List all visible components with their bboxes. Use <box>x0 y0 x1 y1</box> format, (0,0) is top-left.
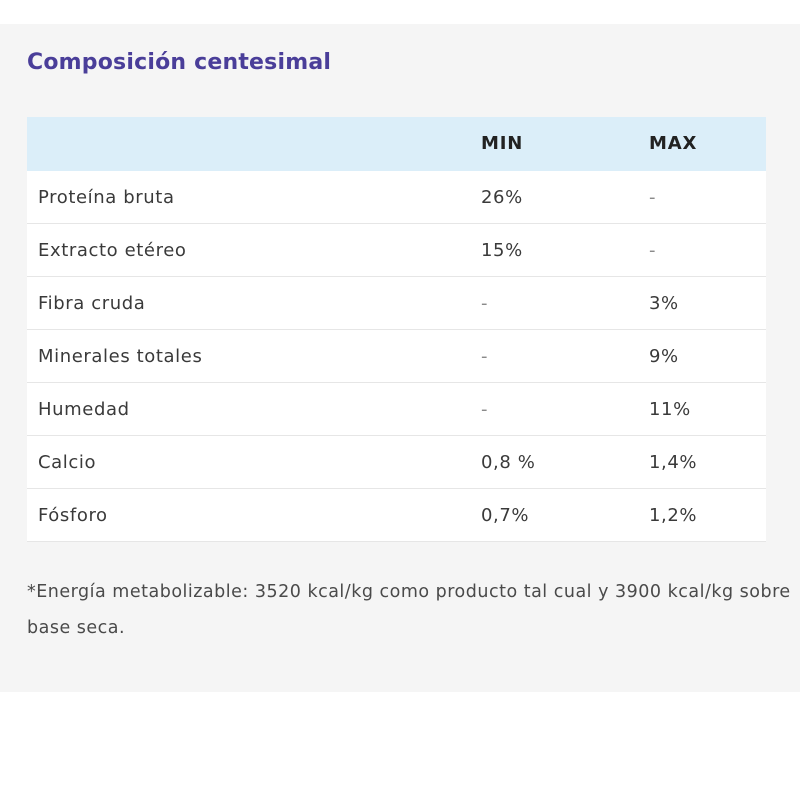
row-max: 3% <box>649 293 679 314</box>
table-row: Fósforo 0,7% 1,2% <box>27 489 766 542</box>
row-max: 9% <box>649 346 679 367</box>
row-min: - <box>481 293 489 314</box>
row-max: - <box>649 187 657 208</box>
row-name: Fibra cruda <box>38 293 146 314</box>
header-min: MIN <box>481 133 524 154</box>
row-min: - <box>481 346 489 367</box>
header-max: MAX <box>649 133 698 154</box>
row-max: 11% <box>649 399 691 420</box>
table-row: Extracto etéreo 15% - <box>27 224 766 277</box>
row-name: Extracto etéreo <box>38 240 187 261</box>
row-min: - <box>481 399 489 420</box>
row-min: 26% <box>481 187 523 208</box>
row-name: Proteína bruta <box>38 187 175 208</box>
row-max: 1,2% <box>649 505 698 526</box>
row-max: - <box>649 240 657 261</box>
row-name: Minerales totales <box>38 346 203 367</box>
table-row: Humedad - 11% <box>27 383 766 436</box>
table-row: Minerales totales - 9% <box>27 330 766 383</box>
table-row: Proteína bruta 26% - <box>27 171 766 224</box>
row-min: 0,8 % <box>481 452 536 473</box>
composition-panel: Composición centesimal MIN MAX Proteína … <box>0 24 800 692</box>
section-title: Composición centesimal <box>27 50 332 75</box>
row-min: 15% <box>481 240 523 261</box>
table-header-row: MIN MAX <box>27 117 766 171</box>
table-row: Fibra cruda - 3% <box>27 277 766 330</box>
table-row: Calcio 0,8 % 1,4% <box>27 436 766 489</box>
composition-table: MIN MAX Proteína bruta 26% - Extracto et… <box>27 117 766 542</box>
row-name: Humedad <box>38 399 130 420</box>
row-name: Calcio <box>38 452 97 473</box>
energy-footnote: *Energía metabolizable: 3520 kcal/kg com… <box>27 582 791 638</box>
row-name: Fósforo <box>38 505 108 526</box>
row-min: 0,7% <box>481 505 530 526</box>
row-max: 1,4% <box>649 452 698 473</box>
